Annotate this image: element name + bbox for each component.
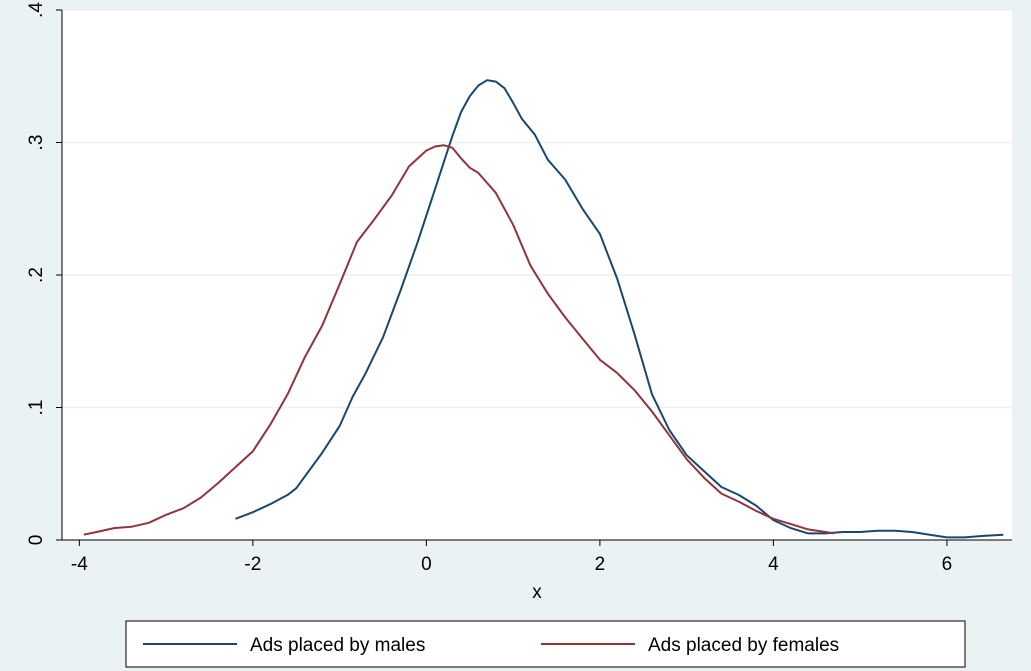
x-axis-title: x xyxy=(532,582,542,603)
x-tick-label: 2 xyxy=(595,554,606,575)
y-tick-label: .3 xyxy=(26,135,47,151)
y-tick-label: 0 xyxy=(26,535,47,546)
x-tick-label: -2 xyxy=(244,554,261,575)
x-ticks: -4 -2 0 2 4 6 xyxy=(71,540,952,575)
x-tick-label: 0 xyxy=(421,554,432,575)
y-tick-label: .4 xyxy=(26,2,47,18)
y-ticks: 0 .1 .2 .3 .4 xyxy=(26,2,62,546)
series-line-females xyxy=(83,144,835,536)
series-layer xyxy=(83,79,1004,539)
legend-label-males: Ads placed by males xyxy=(250,635,425,656)
legend: Ads placed by males Ads placed by female… xyxy=(125,620,966,668)
y-tick-label: .1 xyxy=(26,400,47,416)
legend-label-females: Ads placed by females xyxy=(648,635,839,656)
x-tick-label: -4 xyxy=(71,554,88,575)
series-line-males xyxy=(235,79,1004,539)
y-tick-label: .2 xyxy=(26,267,47,283)
x-tick-label: 6 xyxy=(942,554,953,575)
x-tick-label: 4 xyxy=(768,554,779,575)
